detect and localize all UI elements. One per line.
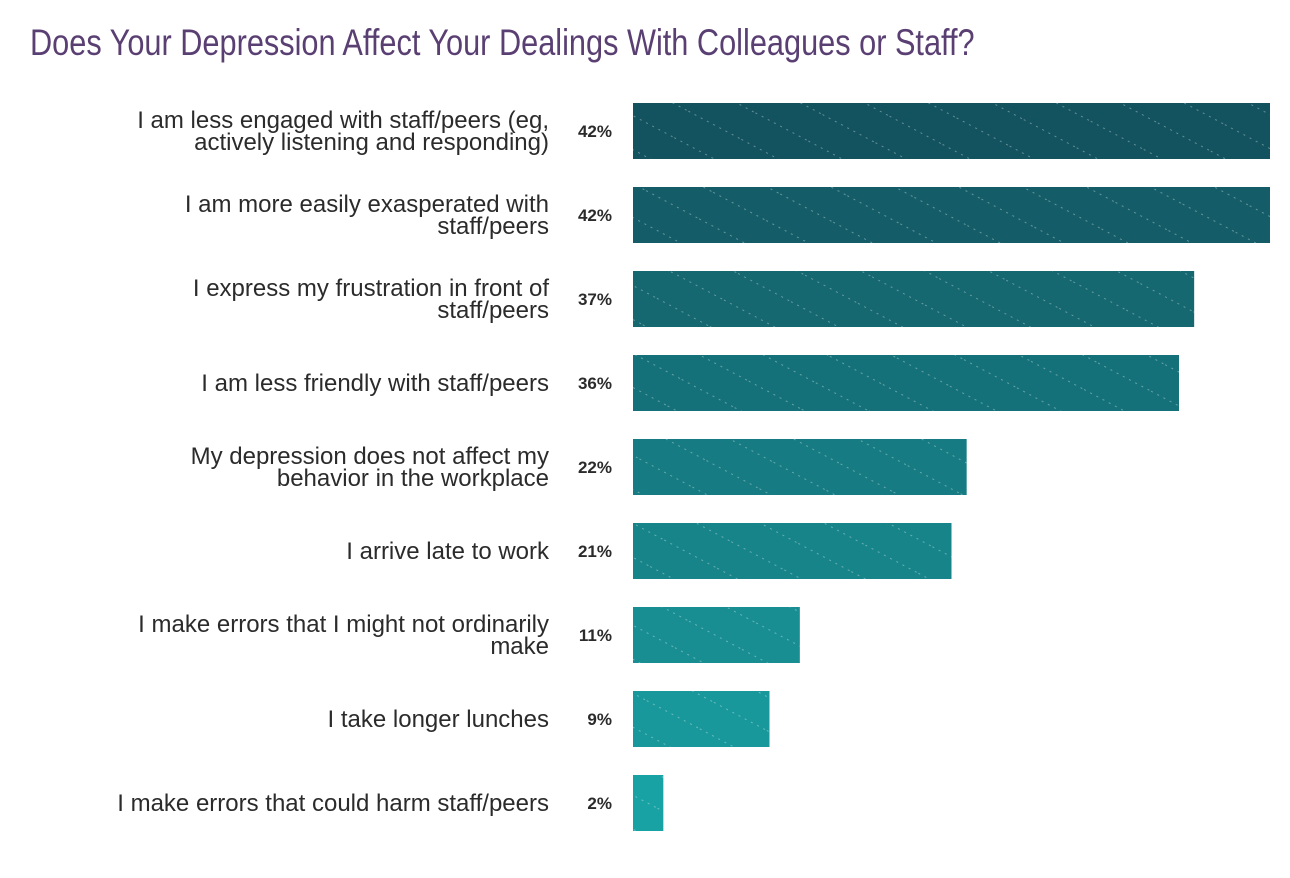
bar-texture <box>633 355 1179 411</box>
bar-texture <box>633 187 1270 243</box>
chart-title: Does Your Depression Affect Your Dealing… <box>30 22 975 63</box>
value-label: 2% <box>587 794 612 813</box>
category-label: staff/peers <box>437 213 549 240</box>
bar-texture <box>633 775 664 831</box>
category-label: I am less friendly with staff/peers <box>201 370 549 397</box>
category-label: I express my frustration in front of <box>193 275 549 302</box>
category-label: actively listening and responding) <box>194 129 549 156</box>
category-label: I make errors that I might not ordinaril… <box>138 611 549 638</box>
value-label: 9% <box>587 710 612 729</box>
bar-texture <box>633 103 1270 159</box>
value-label: 37% <box>578 290 612 309</box>
bar-texture <box>633 607 800 663</box>
value-label: 42% <box>578 122 612 141</box>
value-label: 42% <box>578 206 612 225</box>
value-label: 11% <box>579 626 612 645</box>
value-label: 22% <box>578 458 612 477</box>
bar-texture <box>633 523 952 579</box>
category-label: I am less engaged with staff/peers (eg, <box>137 107 549 134</box>
category-label: I am more easily exasperated with <box>185 191 549 218</box>
category-label: I arrive late to work <box>346 538 550 565</box>
category-label: behavior in the workplace <box>277 465 549 492</box>
category-label: make <box>490 633 549 660</box>
category-label: I take longer lunches <box>328 706 549 733</box>
value-label: 21% <box>578 542 612 561</box>
value-label: 36% <box>578 374 612 393</box>
bar-texture <box>633 439 967 495</box>
category-label: My depression does not affect my <box>191 443 549 470</box>
category-label: I make errors that could harm staff/peer… <box>117 790 549 817</box>
bar-texture <box>633 271 1195 327</box>
category-label: staff/peers <box>437 297 549 324</box>
bar-texture <box>633 691 770 747</box>
